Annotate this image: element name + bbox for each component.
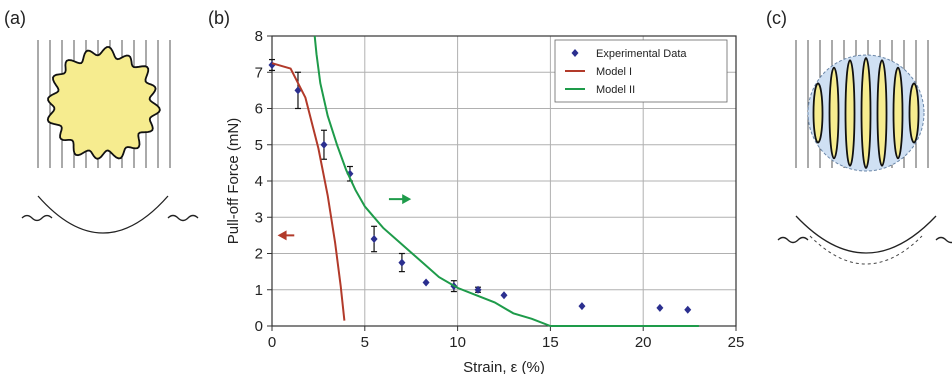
panel-a: (a) bbox=[4, 8, 199, 234]
panel-c: (c) bbox=[766, 8, 952, 265]
series-layer bbox=[268, 35, 699, 327]
y-tick-label: 0 bbox=[255, 318, 263, 335]
y-axis-label: Pull-off Force (mN) bbox=[225, 118, 242, 244]
panel-c-probe-surface bbox=[777, 215, 952, 254]
x-tick-label: 10 bbox=[449, 334, 466, 351]
adhesive-finger bbox=[828, 66, 840, 160]
adhesive-finger bbox=[876, 59, 888, 167]
annotation-layer bbox=[277, 194, 412, 241]
adhesive-finger bbox=[812, 82, 824, 144]
legend-item: Experimental Data bbox=[571, 48, 687, 60]
arrow-head bbox=[277, 230, 287, 241]
x-tick-label: 0 bbox=[268, 334, 276, 351]
data-point bbox=[268, 61, 276, 69]
data-point bbox=[474, 285, 482, 294]
legend-item: Model I bbox=[565, 66, 632, 78]
data-point bbox=[656, 303, 664, 312]
legend-items: Experimental Data Model I Model II bbox=[565, 48, 687, 96]
panel-a-probe-surface bbox=[21, 195, 199, 234]
x-tick-label: 15 bbox=[542, 334, 559, 351]
wrinkled-adhesive-patch bbox=[46, 46, 161, 160]
panel-a-label: (a) bbox=[4, 8, 26, 28]
panel-b: (b) 0 5 10 15 20 25 0 1 2 3 4 5 6 7 8 Strain, ε (%) P… bbox=[208, 8, 744, 374]
panel-b-label: (b) bbox=[208, 8, 230, 28]
y-axis-ticks: 0 1 2 3 4 5 6 7 8 bbox=[255, 28, 272, 335]
y-tick-label: 4 bbox=[255, 173, 263, 190]
panel-c-contact-dashes bbox=[809, 235, 923, 265]
data-point bbox=[370, 235, 378, 243]
legend: Experimental Data Model I Model II bbox=[554, 39, 728, 103]
x-tick-label: 5 bbox=[361, 334, 369, 351]
adhesive-finger bbox=[908, 82, 920, 144]
panel-c-label: (c) bbox=[766, 8, 787, 28]
legend-label: Model II bbox=[596, 84, 635, 96]
x-tick-label: 25 bbox=[728, 334, 745, 351]
data-point bbox=[320, 140, 328, 149]
adhesive-finger bbox=[892, 66, 904, 160]
y-tick-label: 6 bbox=[255, 101, 263, 118]
data-point bbox=[684, 305, 692, 314]
model-1-arrow bbox=[277, 230, 295, 241]
x-axis-label: Strain, ε (%) bbox=[463, 359, 545, 374]
y-tick-label: 2 bbox=[255, 246, 263, 263]
legend-label: Experimental Data bbox=[596, 48, 687, 60]
y-tick-label: 5 bbox=[255, 137, 263, 154]
model-1-line bbox=[271, 62, 346, 321]
y-tick-label: 7 bbox=[255, 64, 263, 81]
legend-item: Model II bbox=[565, 84, 635, 96]
legend-label: Model I bbox=[596, 66, 632, 78]
x-tick-label: 20 bbox=[635, 334, 652, 351]
data-point bbox=[422, 278, 430, 287]
model-2-line bbox=[313, 35, 699, 327]
y-tick-label: 3 bbox=[255, 209, 263, 226]
data-point bbox=[578, 302, 586, 311]
adhesive-finger bbox=[860, 57, 872, 169]
data-point bbox=[500, 291, 508, 300]
adhesive-fingers bbox=[812, 57, 920, 169]
model-2-arrow bbox=[388, 194, 412, 205]
legend-marker-swatch bbox=[571, 49, 579, 57]
x-axis-ticks: 0 5 10 15 20 25 bbox=[268, 326, 745, 351]
adhesive-finger bbox=[844, 59, 856, 167]
data-point bbox=[398, 258, 406, 267]
arrow-head bbox=[402, 194, 412, 205]
y-tick-label: 1 bbox=[255, 282, 263, 299]
y-tick-label: 8 bbox=[255, 28, 263, 45]
